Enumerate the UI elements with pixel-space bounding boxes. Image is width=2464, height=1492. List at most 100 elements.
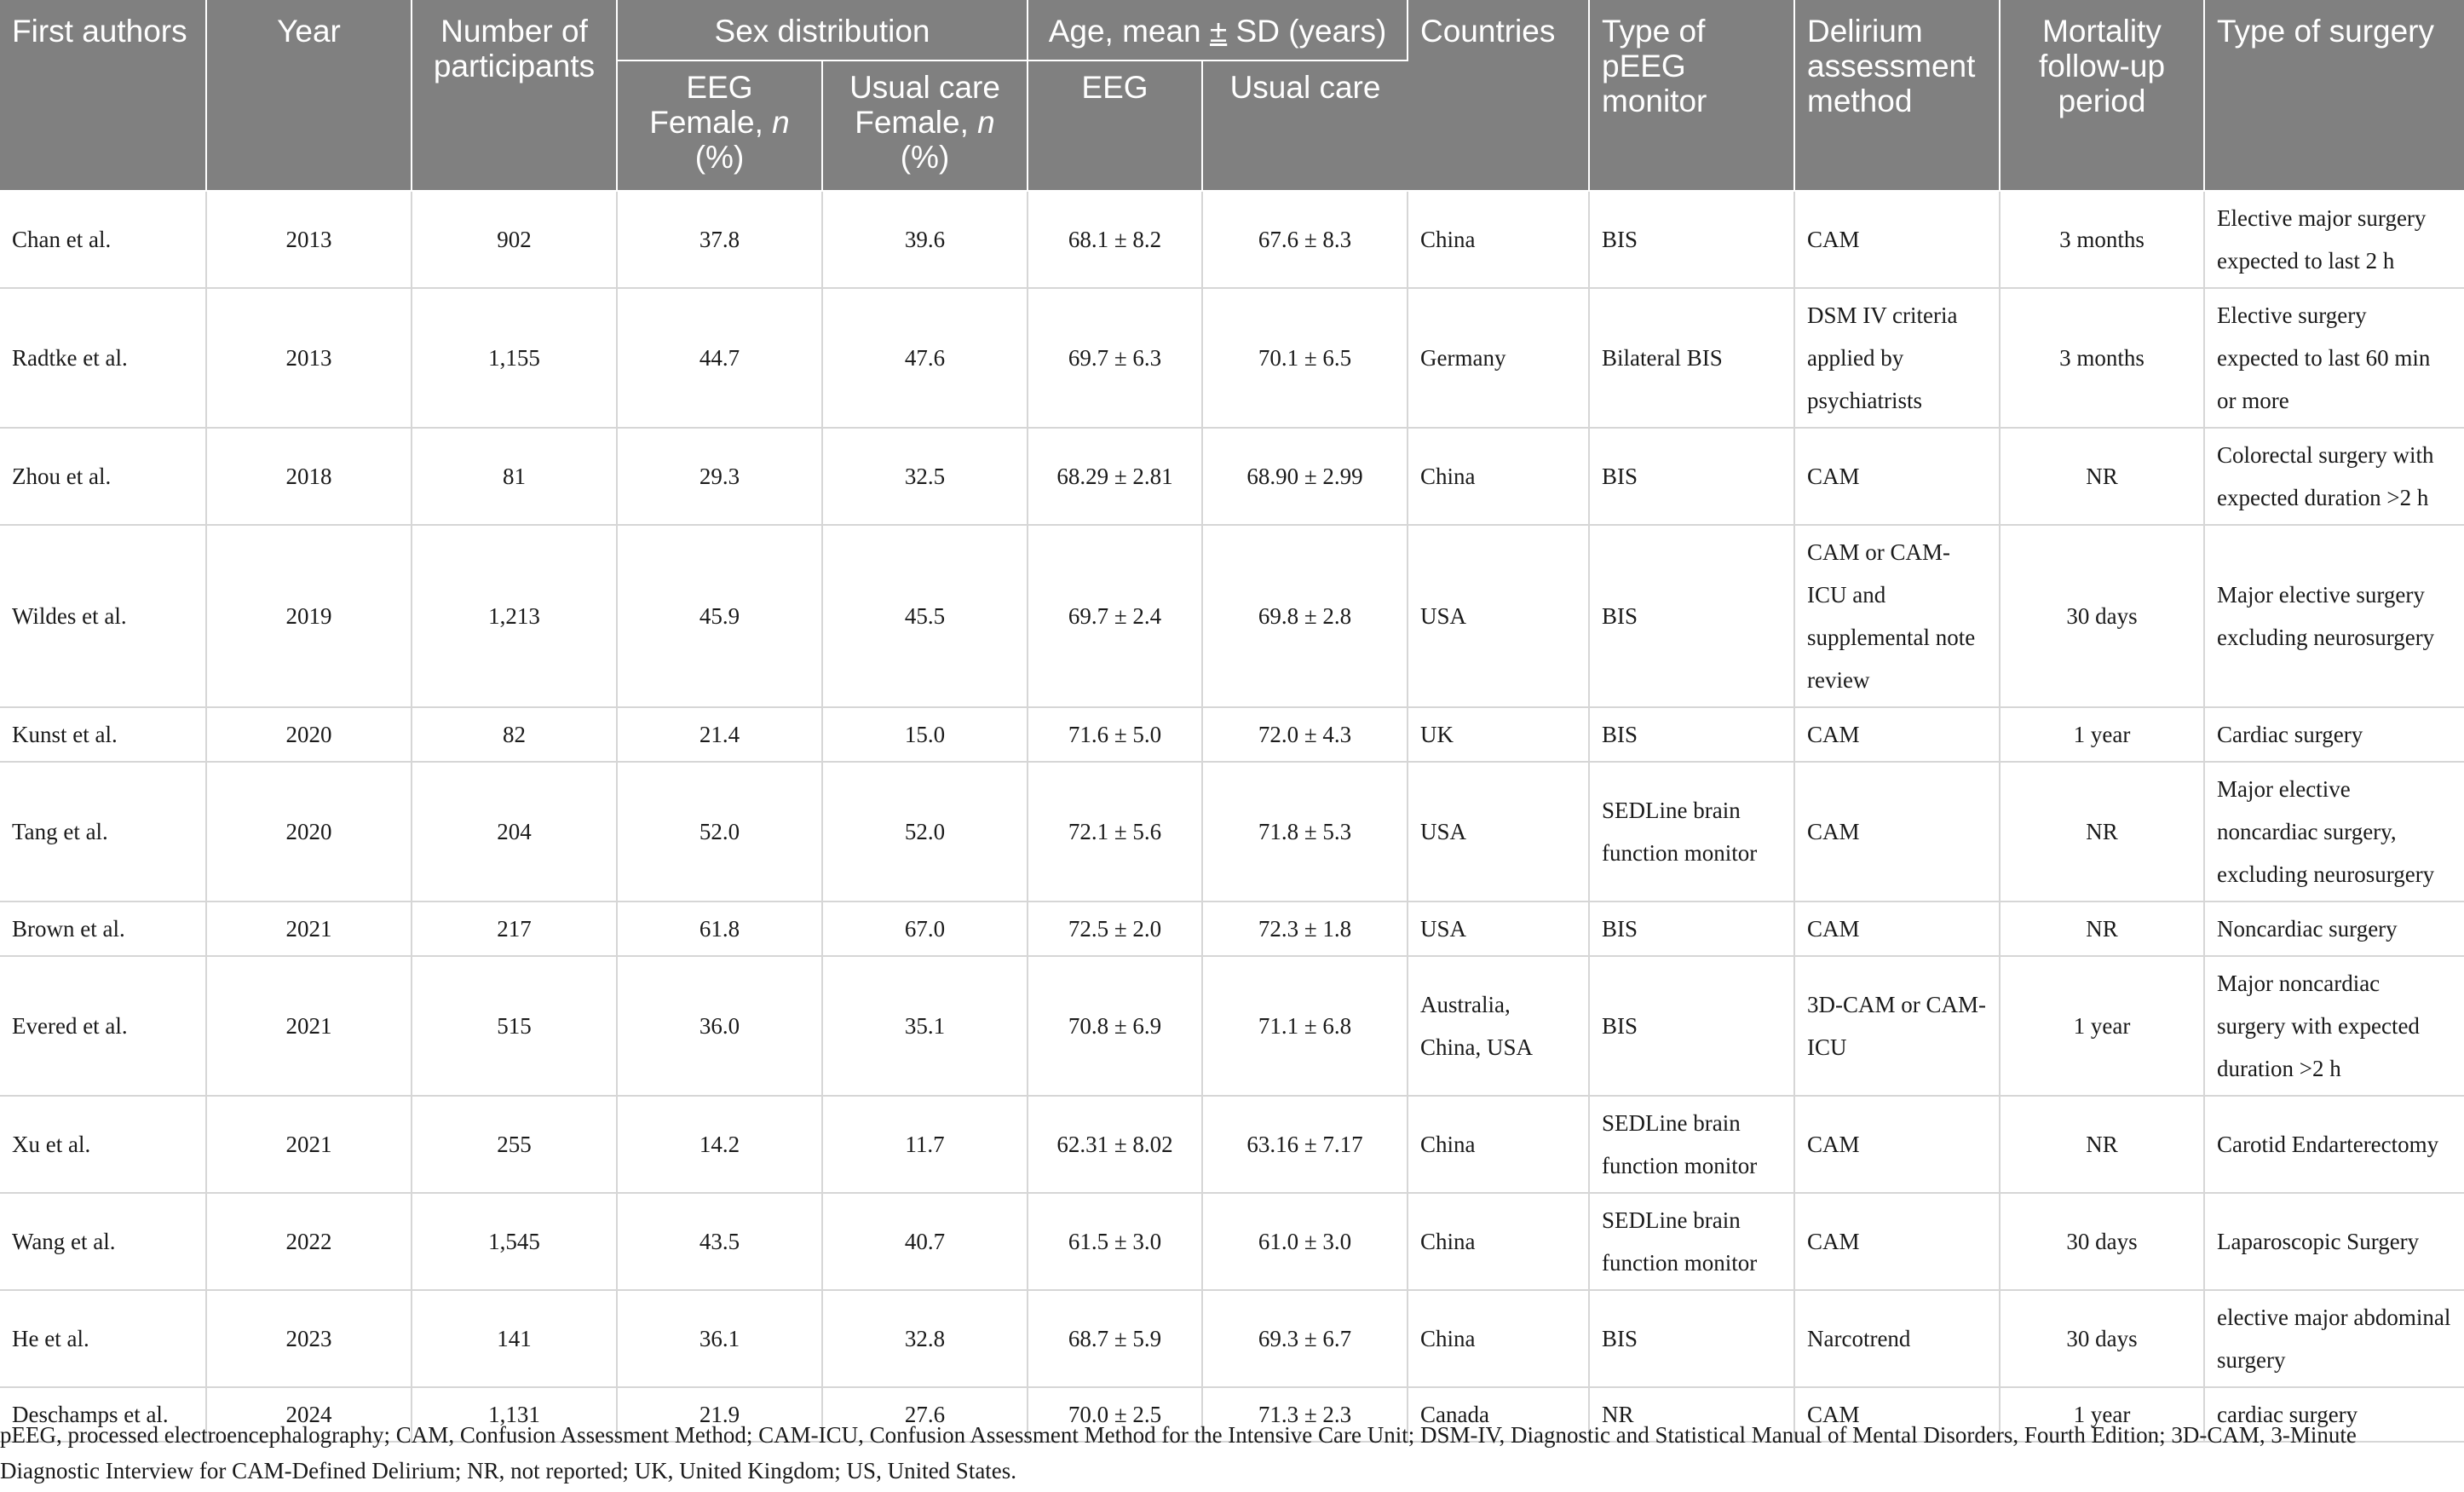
cell-mortality: 30 days (2000, 1290, 2205, 1388)
cell-country: UK (1408, 707, 1590, 763)
cell-monitor: SEDLine brain function monitor (1589, 1096, 1795, 1194)
cell-year: 2013 (206, 288, 412, 429)
cell-eeg-female: 37.8 (617, 191, 823, 289)
cell-country: China (1408, 191, 1590, 289)
cell-author: Brown et al. (0, 902, 207, 957)
cell-eeg-female: 44.7 (617, 288, 823, 429)
table-header: First authors Year Number of participant… (0, 0, 2464, 192)
cell-age-eeg: 70.8 ± 6.9 (1028, 956, 1203, 1097)
cell-eeg-female: 45.9 (617, 525, 823, 708)
cell-participants: 204 (412, 762, 618, 902)
cell-surgery: Colorectal surgery with expected duratio… (2204, 428, 2464, 526)
cell-country: USA (1408, 525, 1590, 708)
header-usual-female-pct: (%) (900, 140, 950, 175)
cell-age-eeg: 62.31 ± 8.02 (1028, 1096, 1203, 1194)
header-age-eeg: EEG (1028, 60, 1203, 192)
header-usual-female: Usual care Female, n (%) (822, 60, 1028, 192)
cell-country: Germany (1408, 288, 1590, 429)
cell-participants: 1,213 (412, 525, 618, 708)
cell-mortality: NR (2000, 902, 2205, 957)
table-row: Xu et al. 2021 255 14.2 11.7 62.31 ± 8.02 63.1… (0, 1096, 2464, 1194)
cell-age-usual: 61.0 ± 3.0 (1202, 1193, 1408, 1291)
table-row: Deschamps et al. 2024 1,131 21.9 27.6 70.0 ± … (0, 1387, 2464, 1443)
cell-country: Canada (1408, 1387, 1590, 1443)
cell-country: Australia, China, USA (1408, 956, 1590, 1097)
cell-year: 2018 (206, 428, 412, 526)
cell-mortality: 3 months (2000, 288, 2205, 429)
cell-author: Evered et al. (0, 956, 207, 1097)
header-age-suffix: SD (years) (1227, 14, 1387, 49)
cell-monitor: SEDLine brain function monitor (1589, 762, 1795, 902)
header-eeg-female-n: n (772, 105, 790, 140)
cell-age-eeg: 72.1 ± 5.6 (1028, 762, 1203, 902)
cell-year: 2020 (206, 762, 412, 902)
cell-delirium: CAM (1794, 762, 2001, 902)
cell-age-usual: 72.0 ± 4.3 (1202, 707, 1408, 763)
cell-age-eeg: 68.29 ± 2.81 (1028, 428, 1203, 526)
cell-age-usual: 67.6 ± 8.3 (1202, 191, 1408, 289)
cell-age-eeg: 69.7 ± 6.3 (1028, 288, 1203, 429)
cell-usual-female: 32.5 (822, 428, 1028, 526)
header-age-pm: ± (1209, 14, 1228, 49)
cell-usual-female: 32.8 (822, 1290, 1028, 1388)
cell-mortality: NR (2000, 762, 2205, 902)
cell-eeg-female: 36.0 (617, 956, 823, 1097)
table-row: Evered et al. 2021 515 36.0 35.1 70.8 ± 6.9 71… (0, 956, 2464, 1097)
cell-participants: 902 (412, 191, 618, 289)
cell-usual-female: 40.7 (822, 1193, 1028, 1291)
cell-surgery: Elective surgery expected to last 60 min… (2204, 288, 2464, 429)
cell-year: 2022 (206, 1193, 412, 1291)
cell-usual-female: 47.6 (822, 288, 1028, 429)
cell-author: He et al. (0, 1290, 207, 1388)
table-row: Wang et al. 2022 1,545 43.5 40.7 61.5 ± 3.0 61… (0, 1193, 2464, 1291)
cell-eeg-female: 21.4 (617, 707, 823, 763)
cell-participants: 1,131 (412, 1387, 618, 1443)
table-row: Tang et al. 2020 204 52.0 52.0 72.1 ± 5.6 71.8… (0, 762, 2464, 902)
cell-author: Xu et al. (0, 1096, 207, 1194)
cell-usual-female: 11.7 (822, 1096, 1028, 1194)
cell-year: 2023 (206, 1290, 412, 1388)
header-participants: Number of participants (412, 0, 618, 192)
table-body: Chan et al. 2013 902 37.8 39.6 68.1 ± 8.2 67.6… (0, 191, 2464, 1443)
header-delirium: Delirium assessment method (1794, 0, 2001, 192)
cell-participants: 515 (412, 956, 618, 1097)
cell-participants: 217 (412, 902, 618, 957)
table-row: Zhou et al. 2018 81 29.3 32.5 68.29 ± 2.81 68.… (0, 428, 2464, 526)
header-eeg-female-label: EEG Female, (649, 70, 773, 140)
cell-monitor: BIS (1589, 707, 1795, 763)
cell-year: 2013 (206, 191, 412, 289)
cell-surgery: Noncardiac surgery (2204, 902, 2464, 957)
cell-surgery: Major noncardiac surgery with expected d… (2204, 956, 2464, 1097)
cell-delirium: CAM (1794, 191, 2001, 289)
header-year: Year (206, 0, 412, 192)
cell-mortality: 30 days (2000, 525, 2205, 708)
cell-country: China (1408, 428, 1590, 526)
cell-age-usual: 69.8 ± 2.8 (1202, 525, 1408, 708)
cell-age-eeg: 71.6 ± 5.0 (1028, 707, 1203, 763)
cell-year: 2021 (206, 1096, 412, 1194)
cell-age-eeg: 70.0 ± 2.5 (1028, 1387, 1203, 1443)
cell-age-usual: 69.3 ± 6.7 (1202, 1290, 1408, 1388)
cell-age-usual: 71.8 ± 5.3 (1202, 762, 1408, 902)
header-eeg-female-pct: (%) (694, 140, 745, 175)
cell-eeg-female: 14.2 (617, 1096, 823, 1194)
table-row: Wildes et al. 2019 1,213 45.9 45.5 69.7 ± 2.4… (0, 525, 2464, 708)
cell-surgery: Major elective surgery excluding neurosu… (2204, 525, 2464, 708)
cell-surgery: Carotid Endarterectomy (2204, 1096, 2464, 1194)
cell-age-usual: 63.16 ± 7.17 (1202, 1096, 1408, 1194)
cell-usual-female: 15.0 (822, 707, 1028, 763)
cell-mortality: NR (2000, 1096, 2205, 1194)
cell-age-eeg: 68.1 ± 8.2 (1028, 191, 1203, 289)
cell-delirium: DSM IV criteria applied by psychiatrists (1794, 288, 2001, 429)
cell-author: Wildes et al. (0, 525, 207, 708)
cell-surgery: elective major abdominal surgery (2204, 1290, 2464, 1388)
cell-delirium: CAM (1794, 428, 2001, 526)
cell-monitor: BIS (1589, 1290, 1795, 1388)
cell-age-usual: 68.90 ± 2.99 (1202, 428, 1408, 526)
cell-usual-female: 27.6 (822, 1387, 1028, 1443)
cell-surgery: Major elective noncardiac surgery, exclu… (2204, 762, 2464, 902)
cell-surgery: cardiac surgery (2204, 1387, 2464, 1443)
cell-delirium: CAM (1794, 1387, 2001, 1443)
header-eeg-female: EEG Female, n (%) (617, 60, 823, 192)
cell-country: USA (1408, 902, 1590, 957)
